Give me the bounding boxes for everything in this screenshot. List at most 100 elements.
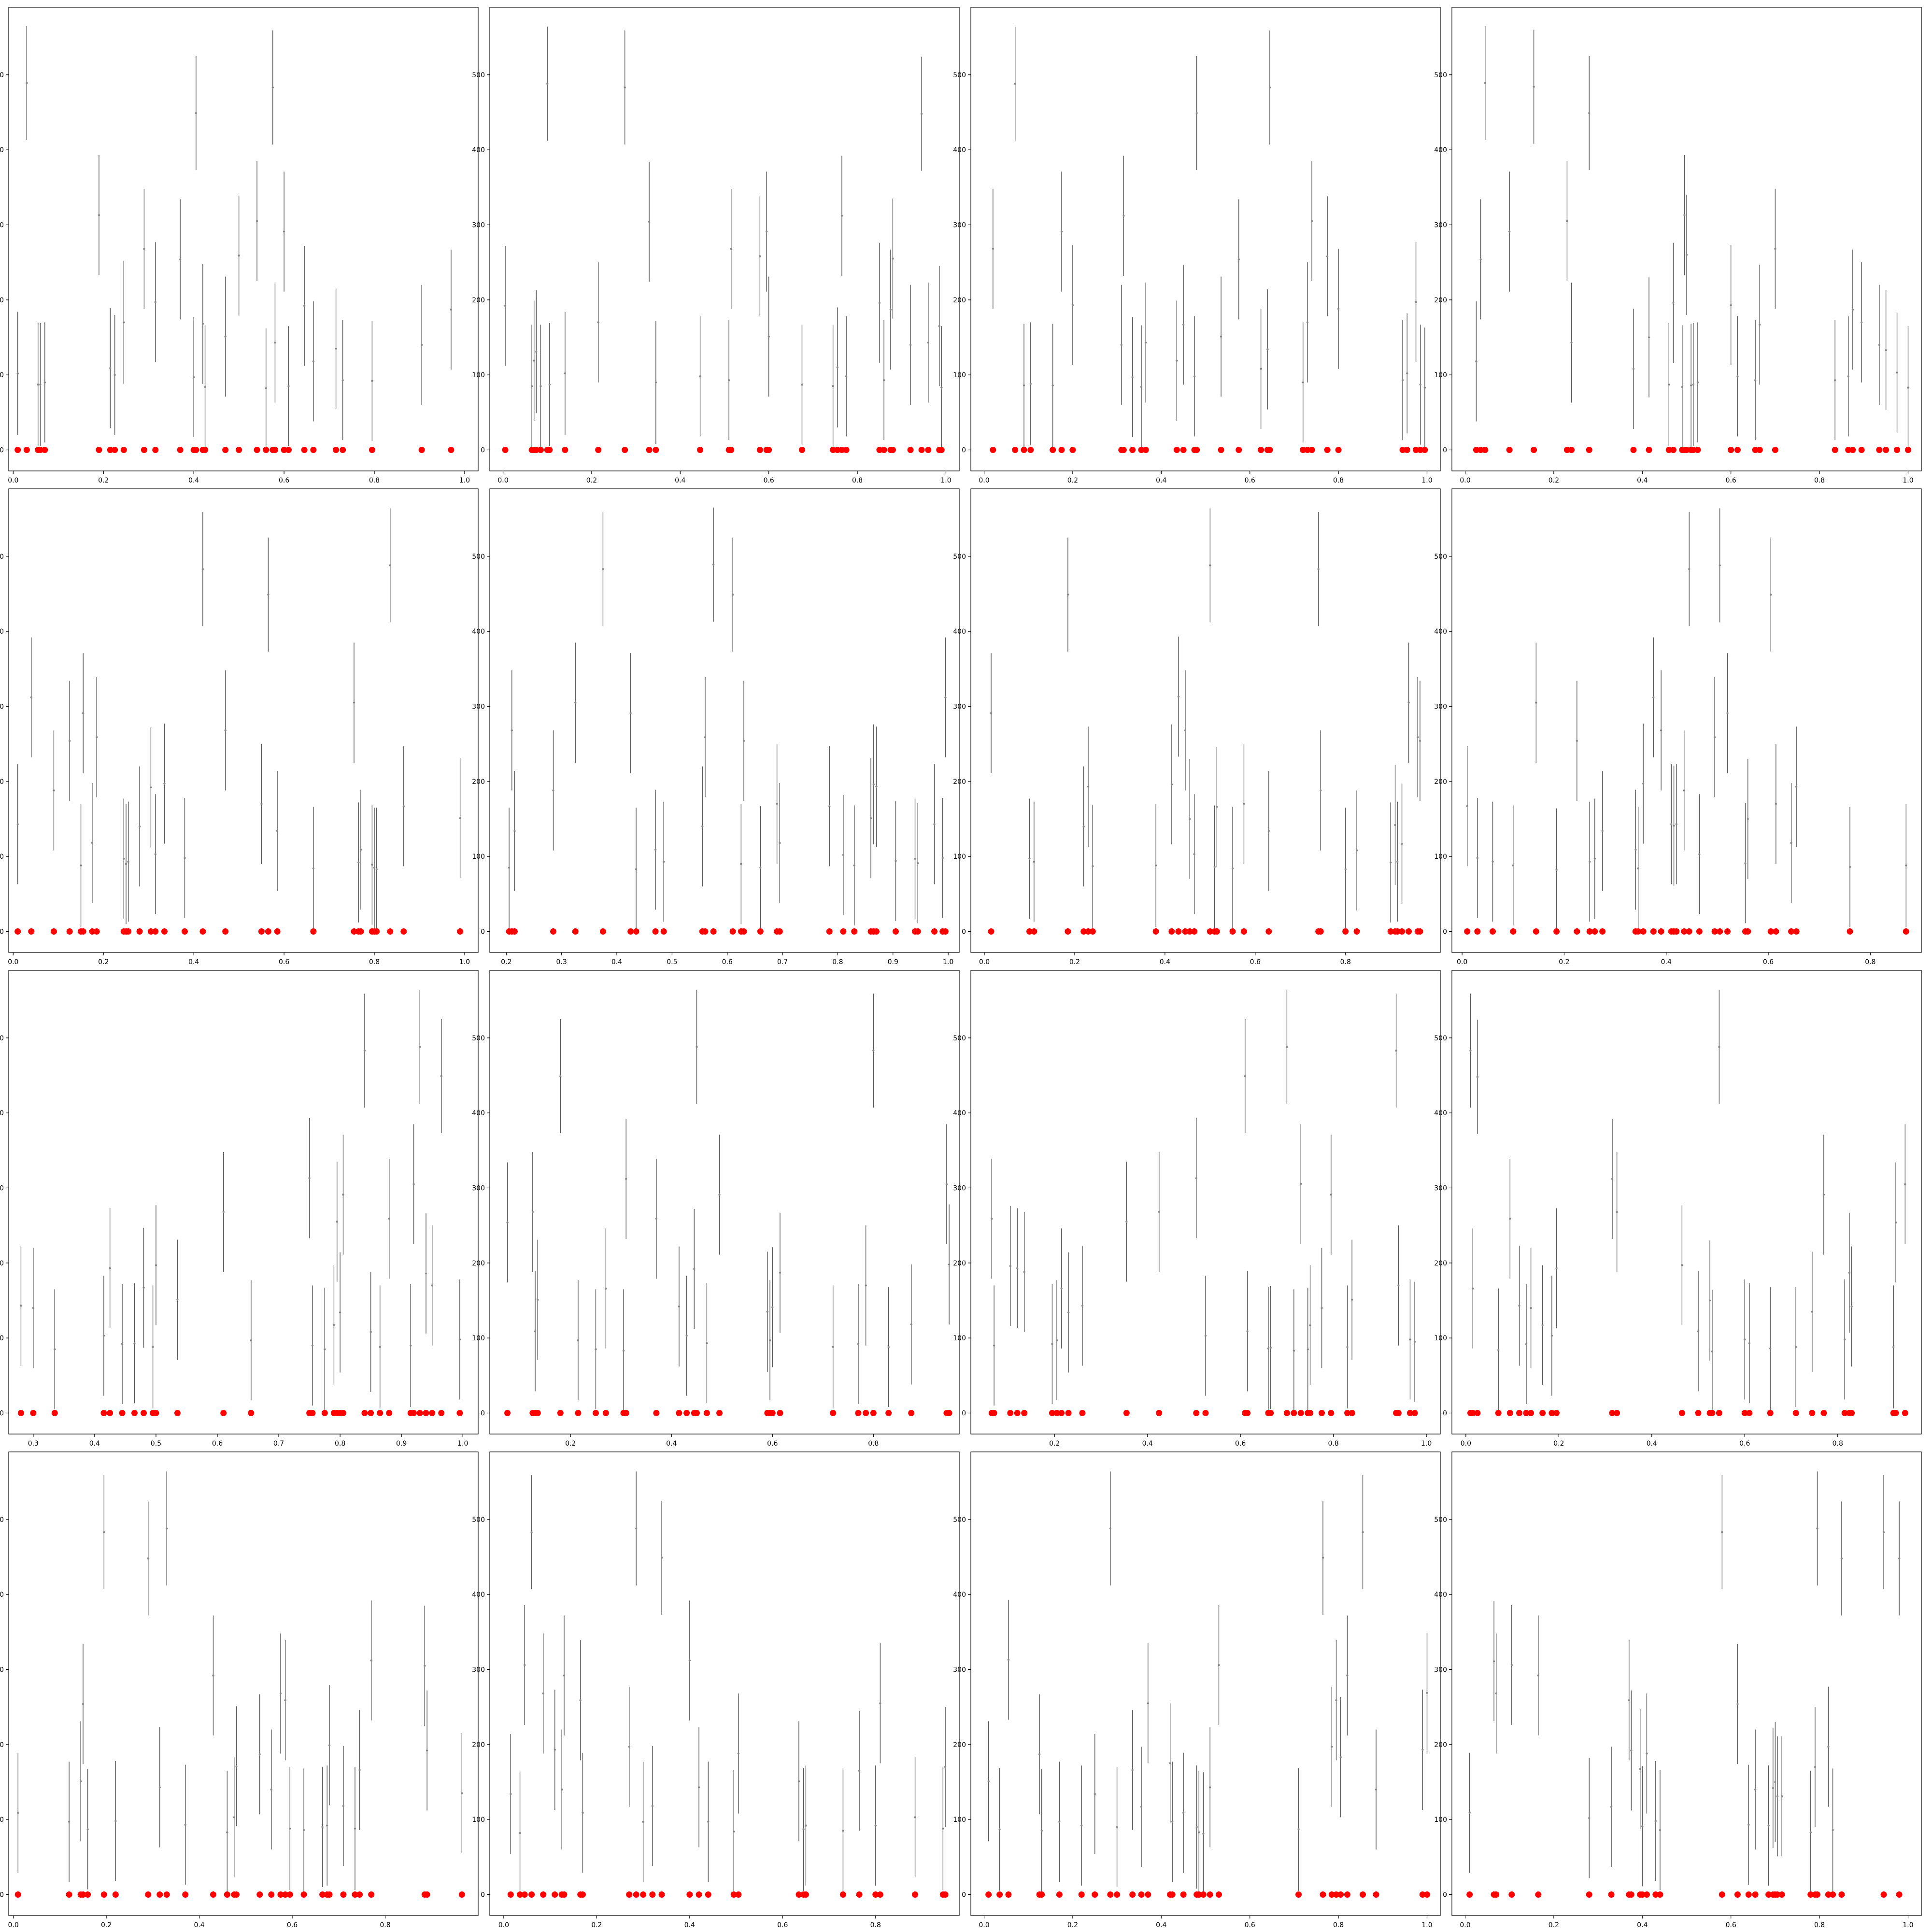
data-point <box>1668 384 1670 386</box>
data-point <box>354 1827 356 1830</box>
data-point <box>1394 824 1396 826</box>
y-tick-label: 300 <box>0 221 4 229</box>
zero-marker <box>17 1410 24 1417</box>
subplot-6: 0 100 200 300 400 500 0.2 0.3 0.4 0.5 0.6 0.7 0.8 0.9… <box>472 488 960 966</box>
zero-marker <box>1406 928 1412 935</box>
zero-marker <box>876 447 883 454</box>
y-tick-label: 100 <box>472 1816 485 1824</box>
data-point <box>125 863 128 865</box>
data-point <box>693 1268 696 1270</box>
data-point <box>1307 1348 1309 1350</box>
data-point <box>79 1780 82 1783</box>
zero-marker <box>710 928 717 935</box>
data-point <box>326 1824 328 1827</box>
data-point <box>1158 1210 1160 1213</box>
zero-marker <box>125 928 132 935</box>
data-point <box>602 568 604 570</box>
y-tick-label: 500 <box>0 553 4 561</box>
zero-marker <box>1319 1410 1325 1417</box>
zero-marker <box>1814 1891 1821 1898</box>
data-point <box>1246 1330 1249 1333</box>
zero-marker <box>1792 1410 1799 1417</box>
data-point <box>1525 1343 1528 1345</box>
data-point <box>121 1343 124 1345</box>
data-point <box>143 247 145 250</box>
zero-marker <box>1038 1891 1045 1898</box>
data-point <box>1202 1833 1205 1835</box>
data-point <box>1708 1299 1711 1302</box>
data-point <box>1067 1311 1070 1314</box>
data-point <box>98 214 100 216</box>
data-point <box>1861 321 1863 324</box>
x-tick-label: 0.6 <box>212 1440 223 1448</box>
zero-marker <box>161 928 168 935</box>
data-point <box>1628 1699 1630 1702</box>
x-tick-label: 0.4 <box>611 958 622 966</box>
data-point <box>1038 1753 1041 1756</box>
zero-marker <box>1092 1891 1098 1898</box>
y-tick-label: 200 <box>472 778 485 786</box>
data-point <box>832 1346 834 1349</box>
zero-marker <box>1266 447 1273 454</box>
data-point <box>302 1829 305 1832</box>
data-point <box>1401 379 1404 382</box>
zero-marker <box>1523 1410 1530 1417</box>
data-point <box>53 789 55 792</box>
data-point <box>1652 696 1655 699</box>
zero-marker <box>182 928 188 935</box>
y-tick-label: 200 <box>953 1260 966 1267</box>
data-point <box>909 343 912 346</box>
zero-marker <box>1640 928 1647 935</box>
zero-marker <box>1180 447 1187 454</box>
data-point <box>150 786 152 789</box>
zero-marker <box>1696 928 1703 935</box>
zero-marker <box>914 928 921 935</box>
data-point <box>1589 860 1591 863</box>
y-tick-label: 0 <box>0 1410 4 1418</box>
zero-marker <box>1635 928 1642 935</box>
x-tick-label: 0.4 <box>1661 958 1672 966</box>
zero-marker <box>1021 447 1027 454</box>
x-tick-label: 1.0 <box>459 477 470 484</box>
data-point <box>1419 384 1421 386</box>
data-point <box>887 1346 890 1349</box>
x-tick-label: 1.0 <box>940 477 951 484</box>
zero-marker <box>1191 928 1198 935</box>
zero-marker <box>1058 1410 1065 1417</box>
x-tick-label: 0.8 <box>1833 1440 1843 1448</box>
zero-marker <box>1399 447 1406 454</box>
zero-marker <box>537 447 544 454</box>
data-point <box>363 1050 366 1052</box>
data-point <box>1092 865 1094 867</box>
y-tick-label: 100 <box>953 853 966 861</box>
zero-marker <box>309 1410 316 1417</box>
data-point <box>945 1183 948 1185</box>
data-point <box>510 1793 512 1795</box>
data-point <box>1570 341 1573 344</box>
zero-marker <box>1643 1891 1650 1898</box>
zero-marker <box>1838 1891 1845 1898</box>
data-point <box>776 803 778 805</box>
zero-marker <box>843 447 850 454</box>
data-point <box>54 1348 56 1350</box>
axes-frame <box>1451 7 1922 471</box>
zero-marker <box>1395 1410 1402 1417</box>
data-point <box>1892 1346 1895 1349</box>
data-point <box>697 1786 700 1789</box>
data-point <box>875 785 878 788</box>
zero-marker <box>640 1891 647 1898</box>
y-tick-label: 0 <box>1443 1410 1447 1418</box>
zero-marker <box>572 928 579 935</box>
data-point <box>1555 1267 1558 1269</box>
zero-marker <box>1608 1891 1615 1898</box>
data-point <box>1122 214 1125 217</box>
zero-marker <box>233 1891 240 1898</box>
data-point <box>1362 1531 1364 1534</box>
x-tick-label: 0.4 <box>684 1921 695 1929</box>
data-point <box>440 1075 442 1078</box>
data-point <box>37 384 39 386</box>
data-point <box>625 1178 627 1180</box>
data-point <box>530 385 533 387</box>
data-point <box>727 379 730 382</box>
zero-marker <box>889 447 896 454</box>
